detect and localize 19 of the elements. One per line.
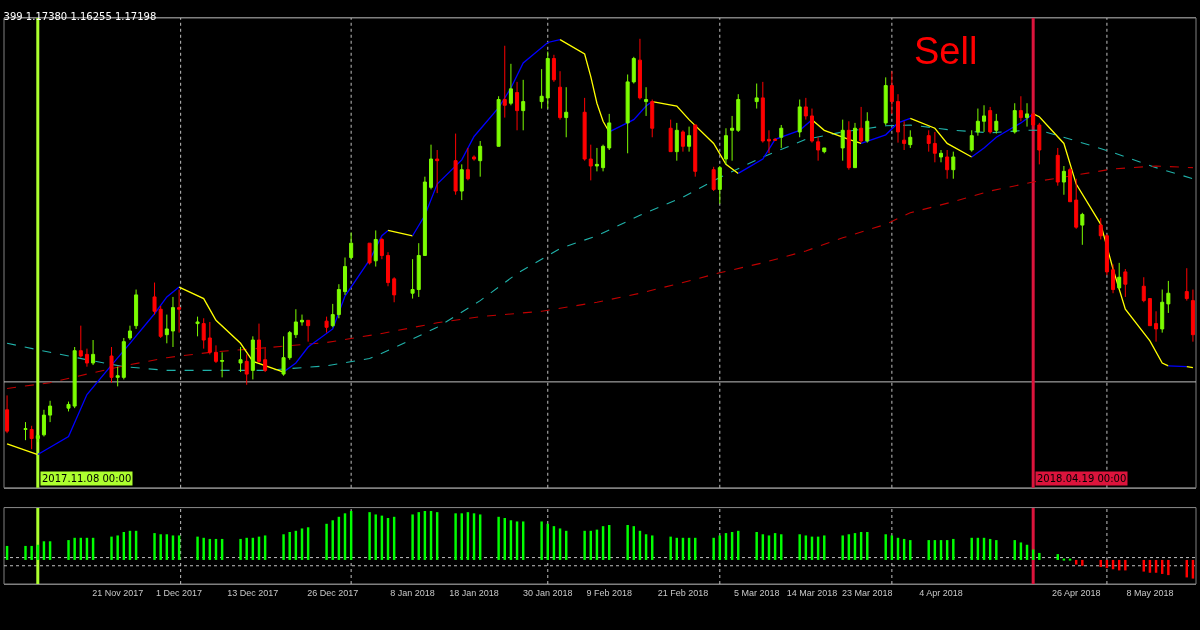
x-tick-label: 21 Feb 2018 — [657, 587, 709, 598]
x-tick-label: 5 Mar 2018 — [733, 587, 780, 598]
x-tick-label: 9 Feb 2018 — [586, 587, 632, 598]
x-tick-label: 8 May 2018 — [1126, 587, 1174, 598]
ref-line-label: 2018.04.19 00:00 — [1037, 473, 1127, 484]
x-tick-label: 21 Nov 2017 — [92, 587, 144, 598]
x-tick-label: 1 Dec 2017 — [156, 587, 203, 598]
x-tick-label: 13 Dec 2017 — [227, 587, 279, 598]
x-tick-label: 18 Jan 2018 — [449, 587, 499, 598]
x-tick-label: 30 Jan 2018 — [523, 587, 573, 598]
annotation: Sell — [914, 30, 978, 72]
x-tick-label: 14 Mar 2018 — [786, 587, 838, 598]
x-tick-label: 8 Jan 2018 — [390, 587, 435, 598]
x-tick-label: 26 Dec 2017 — [307, 587, 359, 598]
x-tick-label: 23 Mar 2018 — [842, 587, 893, 598]
x-tick-label: 4 Apr 2018 — [919, 587, 963, 598]
ref-line-label: 2017.11.08 00:00 — [42, 473, 132, 484]
x-tick-label: 26 Apr 2018 — [1051, 587, 1101, 598]
chart-title: 399 1.17380 1.16255 1.17198 — [3, 10, 157, 22]
